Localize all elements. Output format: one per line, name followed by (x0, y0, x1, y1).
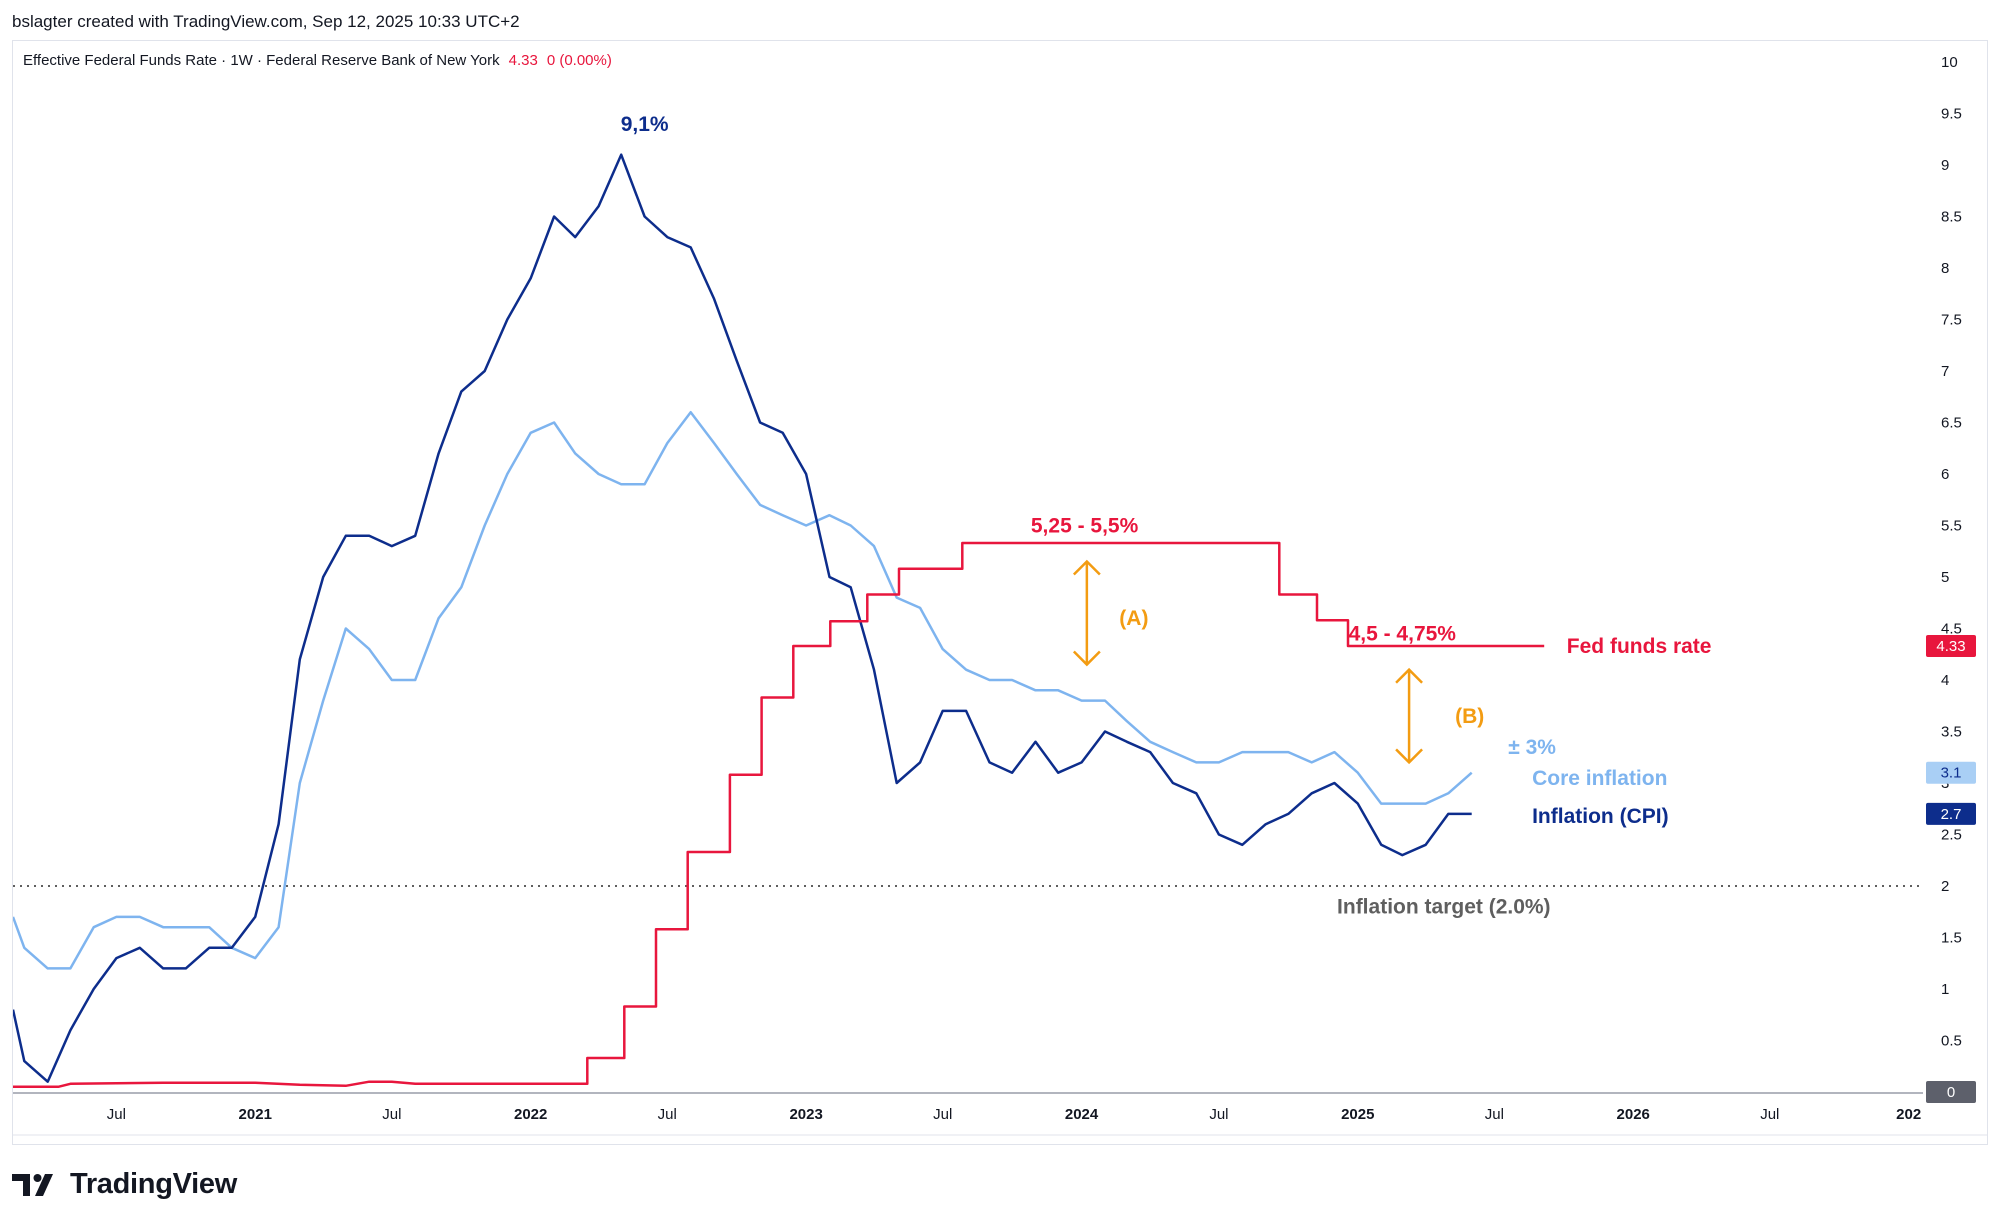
y-tick-label: 9 (1941, 157, 1949, 174)
price-tag-bg (1926, 802, 1976, 825)
x-tick-label: Jul (1485, 1106, 1504, 1123)
legend-last-value: 4.33 (509, 52, 538, 69)
annotation-core-label: Core inflation (1532, 767, 1667, 790)
y-tick-label: 3.5 (1941, 724, 1962, 741)
y-tick-label: 2 (1941, 878, 1949, 895)
arrow-head-up (1395, 667, 1423, 684)
x-tick-label: 2022 (514, 1106, 547, 1123)
annotation-cpi-label: Inflation (CPI) (1532, 805, 1668, 828)
y-tick-label: 10 (1941, 54, 1958, 71)
arrow-head-down (1072, 650, 1101, 667)
price-tag-label: 3.1 (1941, 765, 1962, 782)
legend-change: 0 (0.00%) (547, 52, 612, 69)
range-arrows-layer (1072, 559, 1423, 765)
inflation-cpi-line (13, 153, 1472, 1083)
x-tick-label: 2024 (1065, 1106, 1099, 1123)
chart-legend: Effective Federal Funds Rate · 1W · Fede… (23, 52, 612, 69)
x-tick-label: Jul (107, 1106, 126, 1123)
price-tag: 2.7 (1926, 802, 1976, 825)
y-axis[interactable]: 0.511.522.533.544.555.566.577.588.599.51… (13, 54, 1962, 1094)
annotation-target-label: Inflation target (2.0%) (1337, 896, 1551, 919)
price-tag-label: 2.7 (1941, 806, 1962, 823)
y-tick-label: 7 (1941, 363, 1949, 380)
y-tick-label: 4.5 (1941, 621, 1962, 638)
y-tick-label: 5 (1941, 569, 1949, 586)
annotation-cpi-peak: 9,1% (621, 113, 669, 136)
x-tick-label: 2026 (1617, 1106, 1650, 1123)
y-tick-label: 4 (1941, 672, 1949, 689)
y-tick-label: 0.5 (1941, 1033, 1962, 1050)
y-tick-label: 6 (1941, 466, 1949, 483)
price-tag: 3.1 (1926, 761, 1976, 784)
y-tick-label: 2.5 (1941, 827, 1962, 844)
annotation-core-approx: ± 3% (1508, 736, 1556, 759)
y-tick-label: 1.5 (1941, 930, 1962, 947)
annotations-layer: 9,1% 5,25 - 5,5% 4,5 - 4,75% Fed funds rate… (621, 113, 1712, 919)
core-inflation-line (13, 410, 1473, 970)
y-tick-label: 8 (1941, 260, 1949, 277)
price-tag: 4.33 (1926, 635, 1976, 658)
legend-symbol-title: Effective Federal Funds Rate · 1W · Fede… (23, 52, 500, 69)
price-tags: 4.33 3.1 2.7 0 (1926, 635, 1976, 1103)
x-tick-label: 202 (1896, 1106, 1921, 1123)
y-tick-label: 9.5 (1941, 106, 1962, 123)
x-axis[interactable]: Jul 2021 Jul 2022 Jul 2023 Jul 2024 Jul 2025 Jul 20… (13, 1106, 1987, 1136)
tradingview-logo-icon (12, 1173, 53, 1196)
x-tick-label: Jul (658, 1106, 677, 1123)
y-tick-label: 6.5 (1941, 415, 1962, 432)
annotation-plateau-2025: 4,5 - 4,75% (1349, 623, 1457, 646)
tradingview-wordmark: TradingView (70, 1168, 237, 1200)
price-tag-bg (1926, 761, 1976, 784)
x-tick-label: Jul (1209, 1106, 1228, 1123)
annotation-plateau-high: 5,25 - 5,5% (1031, 515, 1139, 538)
y-tick-label: 5.5 (1941, 518, 1962, 535)
x-tick-label: 2021 (239, 1106, 272, 1123)
x-tick-label: Jul (1760, 1106, 1779, 1123)
arrow-a (1072, 559, 1101, 667)
price-tag-label: 4.33 (1936, 638, 1965, 655)
author-line: bslagter created with TradingView.com, S… (12, 12, 520, 31)
price-tag-bg (1926, 1081, 1976, 1103)
annotation-fed-label: Fed funds rate (1567, 635, 1712, 658)
x-tick-label: Jul (933, 1106, 952, 1123)
annotation-gap-a: (A) (1119, 607, 1148, 630)
tradingview-logo[interactable]: TradingView (12, 1168, 237, 1201)
arrow-head-down (1395, 748, 1423, 765)
arrow-b (1395, 667, 1423, 765)
y-tick-label: 7.5 (1941, 312, 1962, 329)
x-tick-label: 2025 (1341, 1106, 1374, 1123)
arrow-head-up (1072, 559, 1101, 576)
effective-federal-funds-rate-line (13, 541, 1545, 1089)
price-tag: 0 (1926, 1081, 1976, 1103)
y-tick-label: 8.5 (1941, 209, 1962, 226)
price-tag-bg (1926, 635, 1976, 658)
x-tick-label: 2023 (789, 1106, 822, 1123)
y-tick-label: 1 (1941, 981, 1949, 998)
price-tag-label: 0 (1947, 1084, 1955, 1101)
annotation-gap-b: (B) (1455, 705, 1484, 728)
x-tick-label: Jul (382, 1106, 401, 1123)
series-layer (13, 153, 1545, 1089)
chart-canvas[interactable]: Effective Federal Funds Rate · 1W · Fede… (13, 41, 1987, 1144)
chart-frame[interactable]: Effective Federal Funds Rate · 1W · Fede… (12, 40, 1988, 1145)
